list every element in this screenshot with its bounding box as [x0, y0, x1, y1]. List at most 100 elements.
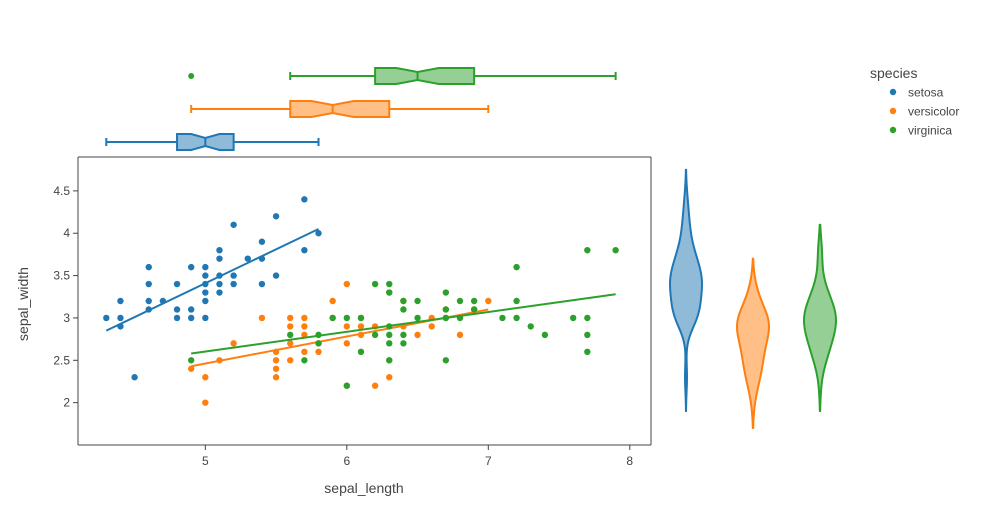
- scatter-point-versicolor: [287, 323, 294, 330]
- scatter-point-versicolor: [301, 314, 308, 322]
- scatter-point-versicolor: [272, 365, 280, 372]
- legend-item-versicolor[interactable]: versicolor: [889, 105, 960, 119]
- scatter-point-virginica: [584, 246, 591, 254]
- box-versicolor: [289, 100, 391, 118]
- scatter-point-setosa: [173, 314, 181, 322]
- legend-marker-setosa: [889, 88, 897, 96]
- scatter-point-virginica: [414, 297, 421, 305]
- trendline-setosa: [105, 228, 319, 332]
- x-tick-label: 5: [202, 454, 209, 468]
- scatter-point-virginica: [187, 357, 195, 364]
- legend-item-virginica[interactable]: virginica: [889, 124, 953, 138]
- scatter-point-virginica: [527, 323, 534, 330]
- scatter-point-setosa: [244, 255, 251, 262]
- violin-versicolor: [736, 257, 770, 430]
- scatter-point-setosa: [230, 221, 237, 228]
- scatter-point-setosa: [187, 263, 195, 271]
- scatter-point-versicolor: [202, 399, 209, 406]
- scatter-point-virginica: [371, 331, 379, 339]
- scatter-point-virginica: [315, 340, 322, 347]
- scatter-point-setosa: [202, 314, 209, 322]
- scatter-point-setosa: [202, 289, 209, 296]
- scatter-point-versicolor: [386, 374, 393, 381]
- violin-virginica: [803, 223, 837, 413]
- scatter-point-setosa: [216, 280, 223, 288]
- scatter-point-virginica: [386, 280, 393, 288]
- x-axis-title: sepal_length: [324, 480, 403, 496]
- legend-title: species: [870, 65, 917, 81]
- scatter-point-versicolor: [315, 348, 322, 356]
- scatter-point-virginica: [400, 306, 407, 313]
- legend-label-virginica: virginica: [908, 124, 952, 138]
- scatter-point-virginica: [357, 348, 365, 356]
- scatter-point-virginica: [470, 297, 478, 305]
- trendline-virginica: [191, 293, 616, 355]
- scatter-point-virginica: [386, 357, 393, 364]
- scatter-point-virginica: [386, 289, 393, 296]
- scatter-point-virginica: [470, 306, 478, 313]
- scatter-point-versicolor: [456, 331, 464, 339]
- scatter-point-versicolor: [202, 374, 209, 381]
- scatter-point-virginica: [400, 331, 407, 339]
- scatter-point-versicolor: [343, 323, 351, 330]
- scatter-point-setosa: [145, 280, 152, 288]
- y-tick-label: 4.5: [53, 184, 70, 198]
- scatter-point-virginica: [400, 297, 407, 305]
- scatter-point-virginica: [442, 306, 450, 313]
- scatter-point-setosa: [258, 238, 266, 245]
- scatter-point-versicolor: [357, 323, 365, 330]
- scatter-point-setosa: [258, 280, 266, 288]
- scatter-point-versicolor: [371, 382, 379, 389]
- y-tick-label: 3.5: [53, 269, 70, 283]
- y-tick-label: 2.5: [53, 353, 70, 367]
- scatter-point-setosa: [272, 272, 280, 279]
- scatter-point-setosa: [230, 280, 237, 288]
- scatter-point-virginica: [513, 297, 520, 305]
- scatter-point-setosa: [131, 374, 138, 381]
- y-axis-title: sepal_width: [15, 267, 31, 341]
- scatter-point-versicolor: [343, 280, 351, 288]
- scatter-point-virginica: [414, 314, 421, 322]
- y-tick-label: 3: [63, 311, 70, 325]
- scatter-point-virginica: [442, 357, 450, 364]
- scatter-point-versicolor: [287, 357, 294, 364]
- scatter-point-virginica: [301, 357, 308, 364]
- scatter-point-virginica: [513, 314, 520, 322]
- main-plot: 5 6 7 8 2 2.5 3 3.5 4 4.5: [53, 156, 652, 468]
- y-tick-label: 4: [63, 226, 70, 240]
- scatter-point-setosa: [202, 263, 209, 271]
- legend-label-versicolor: versicolor: [908, 105, 959, 119]
- scatter-point-setosa: [301, 246, 308, 254]
- scatter-point-setosa: [272, 213, 280, 220]
- scatter-point-versicolor: [287, 340, 294, 347]
- x-tick-label: 6: [343, 454, 350, 468]
- scatter-point-setosa: [301, 196, 308, 203]
- scatter-point-virginica: [513, 263, 520, 271]
- legend[interactable]: species setosa versicolor virginica: [870, 65, 959, 138]
- scatter-point-virginica: [569, 314, 577, 322]
- scatter-point-virginica: [343, 314, 351, 322]
- scatter-point-setosa: [216, 289, 223, 296]
- scatter-point-setosa: [187, 306, 195, 313]
- marginal-box-plot: [105, 67, 617, 151]
- scatter-point-virginica: [386, 331, 393, 339]
- x-tick-label: 8: [626, 454, 633, 468]
- marginal-violin-plot: [669, 168, 837, 430]
- scatter-point-virginica: [442, 289, 450, 296]
- y-tick-label: 2: [63, 396, 70, 410]
- scatter-point-virginica: [357, 314, 365, 322]
- scatter-point-setosa: [315, 230, 322, 237]
- scatter-point-setosa: [173, 306, 181, 313]
- legend-item-setosa[interactable]: setosa: [889, 86, 944, 100]
- scatter-point-virginica: [287, 331, 294, 339]
- scatter-point-versicolor: [230, 340, 237, 347]
- scatter-point-versicolor: [258, 314, 266, 322]
- scatter-point-virginica: [329, 314, 336, 322]
- scatter-point-versicolor: [272, 374, 280, 381]
- scatter-point-setosa: [202, 297, 209, 305]
- scatter-point-virginica: [584, 348, 591, 356]
- scatter-point-setosa: [230, 272, 237, 279]
- scatter-point-virginica: [612, 246, 619, 254]
- scatter-point-virginica: [584, 331, 591, 339]
